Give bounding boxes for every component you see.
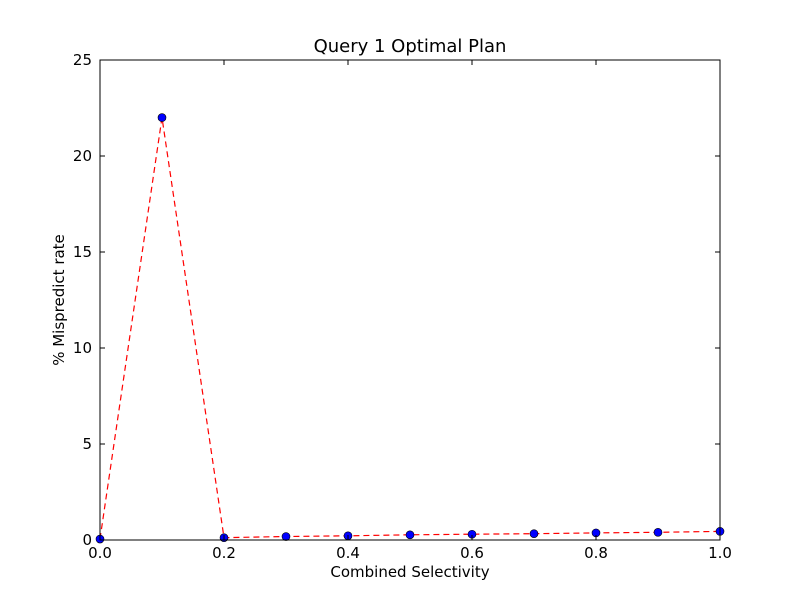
plot-frame — [99, 59, 721, 541]
tick-layer: 0.0 0.2 0.4 0.6 0.8 1.0 0 5 10 15 20 25 — [73, 51, 732, 562]
data-point — [405, 530, 415, 540]
x-tick-label: 0.0 — [88, 544, 112, 562]
data-point — [157, 113, 167, 122]
data-point — [653, 528, 663, 537]
x-tick-label: 0.6 — [460, 544, 484, 562]
y-tick-label: 0 — [82, 531, 92, 549]
chart-title: Query 1 Optimal Plan — [314, 36, 507, 57]
y-tick-label: 25 — [73, 51, 92, 69]
y-tick-label: 20 — [73, 147, 92, 165]
x-tick-label: 0.8 — [584, 544, 608, 562]
series-layer — [95, 113, 725, 544]
x-tick-label: 0.2 — [212, 544, 236, 562]
series-line — [99, 117, 721, 540]
y-axis-label: % Mispredict rate — [50, 234, 68, 366]
y-tick-label: 15 — [73, 243, 92, 261]
x-axis-label: Combined Selectivity — [330, 563, 489, 581]
x-tick-label: 1.0 — [708, 544, 732, 562]
data-point — [281, 532, 291, 541]
y-tick-label: 10 — [73, 339, 92, 357]
x-tick-label: 0.4 — [336, 544, 360, 562]
data-point — [529, 529, 539, 538]
y-tick-label: 5 — [82, 435, 92, 453]
plot-area — [100, 60, 720, 540]
